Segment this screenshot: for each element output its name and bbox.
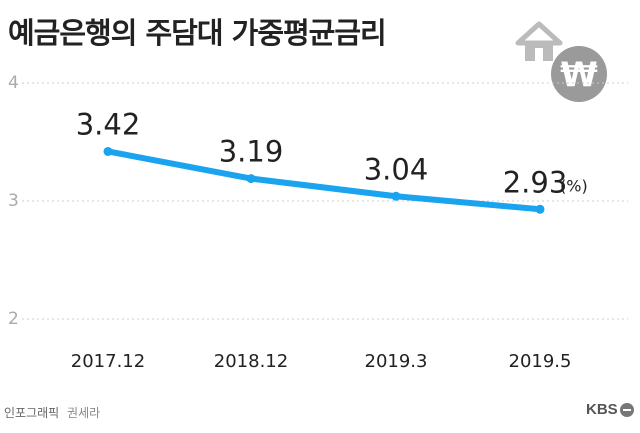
data-label: 3.19 xyxy=(219,135,284,169)
grid xyxy=(22,82,628,320)
y-axis-ticks: 2 3 4 xyxy=(8,73,19,329)
unit-label: (%) xyxy=(560,176,588,195)
logo-mark-icon xyxy=(619,402,634,417)
chart-title: 예금은행의 주담대 가중평균금리 xyxy=(8,16,387,50)
data-label: 2.93 xyxy=(503,165,568,199)
data-point xyxy=(103,146,113,156)
x-tick-label: 2017.12 xyxy=(71,351,145,372)
house-icon xyxy=(515,21,563,61)
y-tick-label: 4 xyxy=(8,73,19,93)
data-label: 3.04 xyxy=(364,152,429,186)
won-coin-icon: ₩ xyxy=(551,46,607,102)
data-label: 3.42 xyxy=(76,107,141,141)
kbs-logo: KBS xyxy=(586,401,634,418)
x-axis-ticks: 2017.12 2018.12 2019.3 2019.5 xyxy=(71,351,572,372)
x-tick-label: 2018.12 xyxy=(214,351,288,372)
data-point xyxy=(391,191,401,201)
data-point xyxy=(246,174,256,184)
data-point xyxy=(535,204,545,214)
logo-text: KBS xyxy=(586,401,618,418)
won-symbol: ₩ xyxy=(560,55,598,95)
series-line xyxy=(105,148,543,213)
credit-label: 인포그래픽 xyxy=(4,406,60,420)
footer-credit: 인포그래픽 권세라 xyxy=(4,404,100,421)
decoration-group: ₩ xyxy=(515,16,615,110)
x-tick-label: 2019.5 xyxy=(509,351,572,372)
decoration-svg: ₩ xyxy=(515,21,607,102)
author-name: 권세라 xyxy=(67,406,101,420)
x-tick-label: 2019.3 xyxy=(365,351,428,372)
y-tick-label: 2 xyxy=(8,309,19,329)
data-labels: 3.42 3.19 3.04 2.93 xyxy=(76,107,568,199)
y-tick-label: 3 xyxy=(8,191,19,211)
series xyxy=(103,146,545,214)
